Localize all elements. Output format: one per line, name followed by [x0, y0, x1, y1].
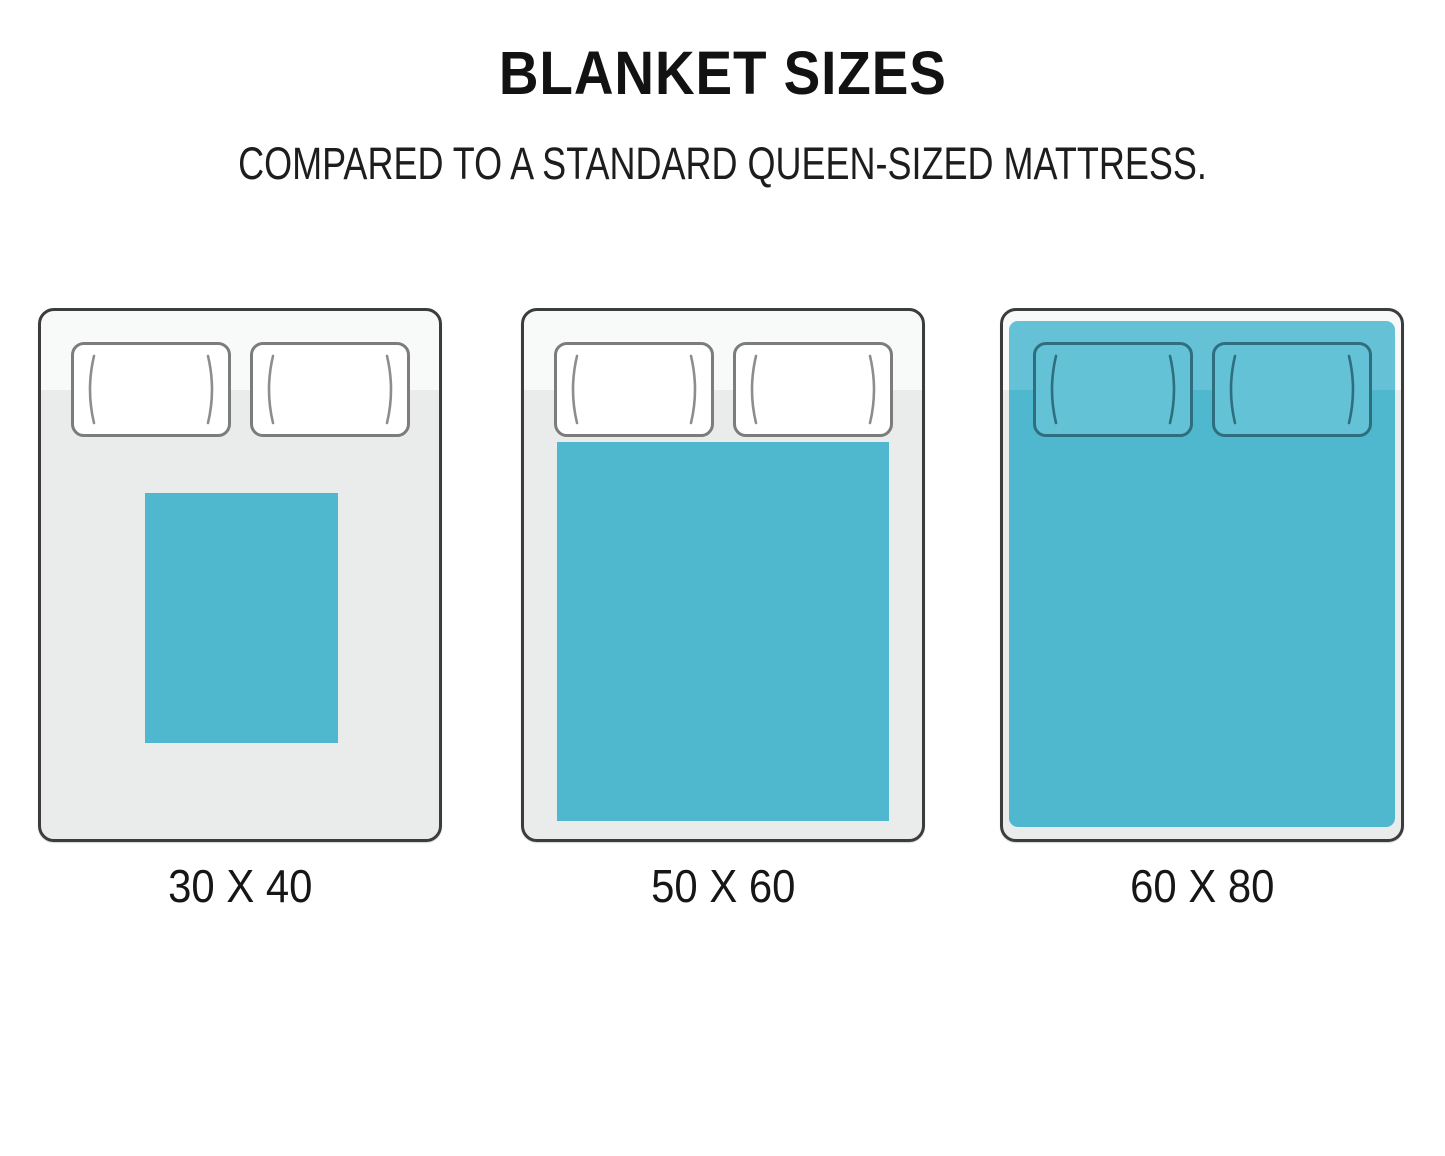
pillow-right [733, 342, 893, 437]
pillow-crease-lines [267, 354, 393, 425]
pillow-crease-lines [88, 354, 214, 425]
pillow-left-covered [1033, 342, 1193, 437]
queen-mattress [38, 308, 442, 842]
size-label-60x80: 60 X 80 [1129, 860, 1275, 912]
pillow-crease-lines [571, 354, 697, 425]
diagram-50x60: 50 X 60 [521, 308, 925, 909]
page-title: BLANKET SIZES [498, 39, 947, 107]
diagram-30x40: 30 X 40 [38, 308, 442, 909]
pillow-crease-lines [1050, 354, 1176, 425]
pillow-right [250, 342, 410, 437]
size-label-50x60: 50 X 60 [650, 860, 796, 912]
pillow-left [554, 342, 714, 437]
pillow-crease-lines [750, 354, 876, 425]
size-label-30x40: 30 X 40 [167, 860, 313, 912]
queen-mattress [1000, 308, 1404, 842]
blanket-30x40 [145, 493, 338, 743]
pillow-right-covered [1212, 342, 1372, 437]
queen-mattress [521, 308, 925, 842]
page-subtitle: COMPARED TO A STANDARD QUEEN-SIZED MATTR… [238, 138, 1207, 189]
pillow-left [71, 342, 231, 437]
blanket-50x60 [557, 442, 889, 821]
pillow-crease-lines [1229, 354, 1355, 425]
diagram-60x80: 60 X 80 [1000, 308, 1404, 909]
